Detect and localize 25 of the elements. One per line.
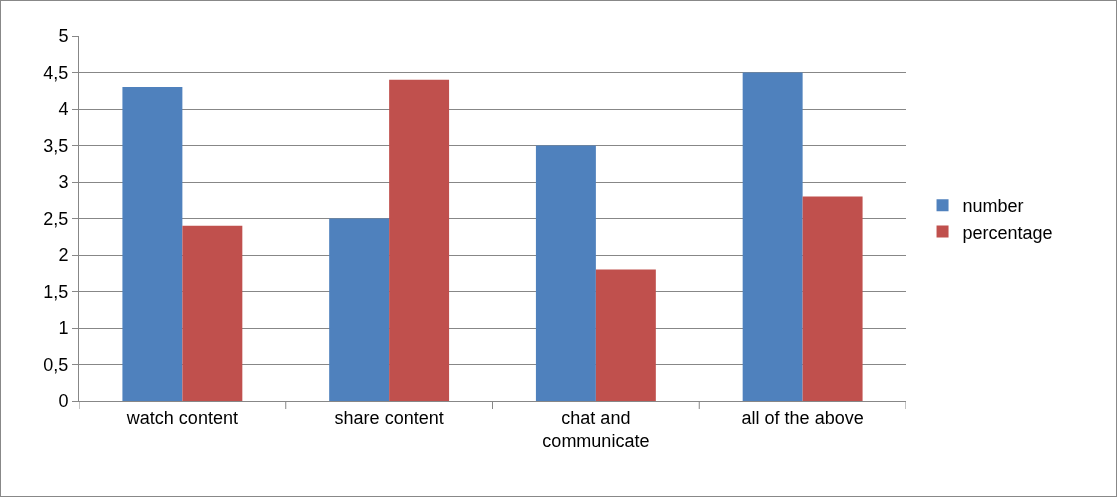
y-tick-label: 2,5	[43, 208, 69, 229]
x-tick-label: share content	[334, 407, 444, 428]
bar	[742, 72, 803, 401]
y-tick-label: 0,5	[43, 354, 69, 375]
bar	[802, 196, 863, 401]
y-tick-label: 4,5	[43, 62, 69, 83]
x-tick-label: chat and communicate	[542, 407, 650, 451]
y-tick-label: 0	[58, 391, 69, 412]
legend-label: number	[962, 196, 1024, 217]
y-tick-label: 4	[58, 99, 69, 120]
bar	[389, 79, 450, 401]
bar	[535, 145, 596, 401]
y-tick-label: 1	[58, 318, 69, 339]
y-tick-label: 2	[58, 245, 69, 266]
y-tick-label: 3,5	[43, 135, 69, 156]
y-tick-label: 1,5	[43, 281, 69, 302]
x-tick-label: all of the above	[741, 407, 864, 428]
y-tick-label: 5	[58, 26, 69, 47]
bar	[122, 87, 183, 401]
bar	[329, 218, 390, 401]
x-tick-label: watch content	[125, 407, 238, 428]
y-tick-label: 3	[58, 172, 69, 193]
legend-label: percentage	[962, 222, 1053, 243]
bar	[182, 225, 243, 401]
bar	[595, 269, 656, 401]
